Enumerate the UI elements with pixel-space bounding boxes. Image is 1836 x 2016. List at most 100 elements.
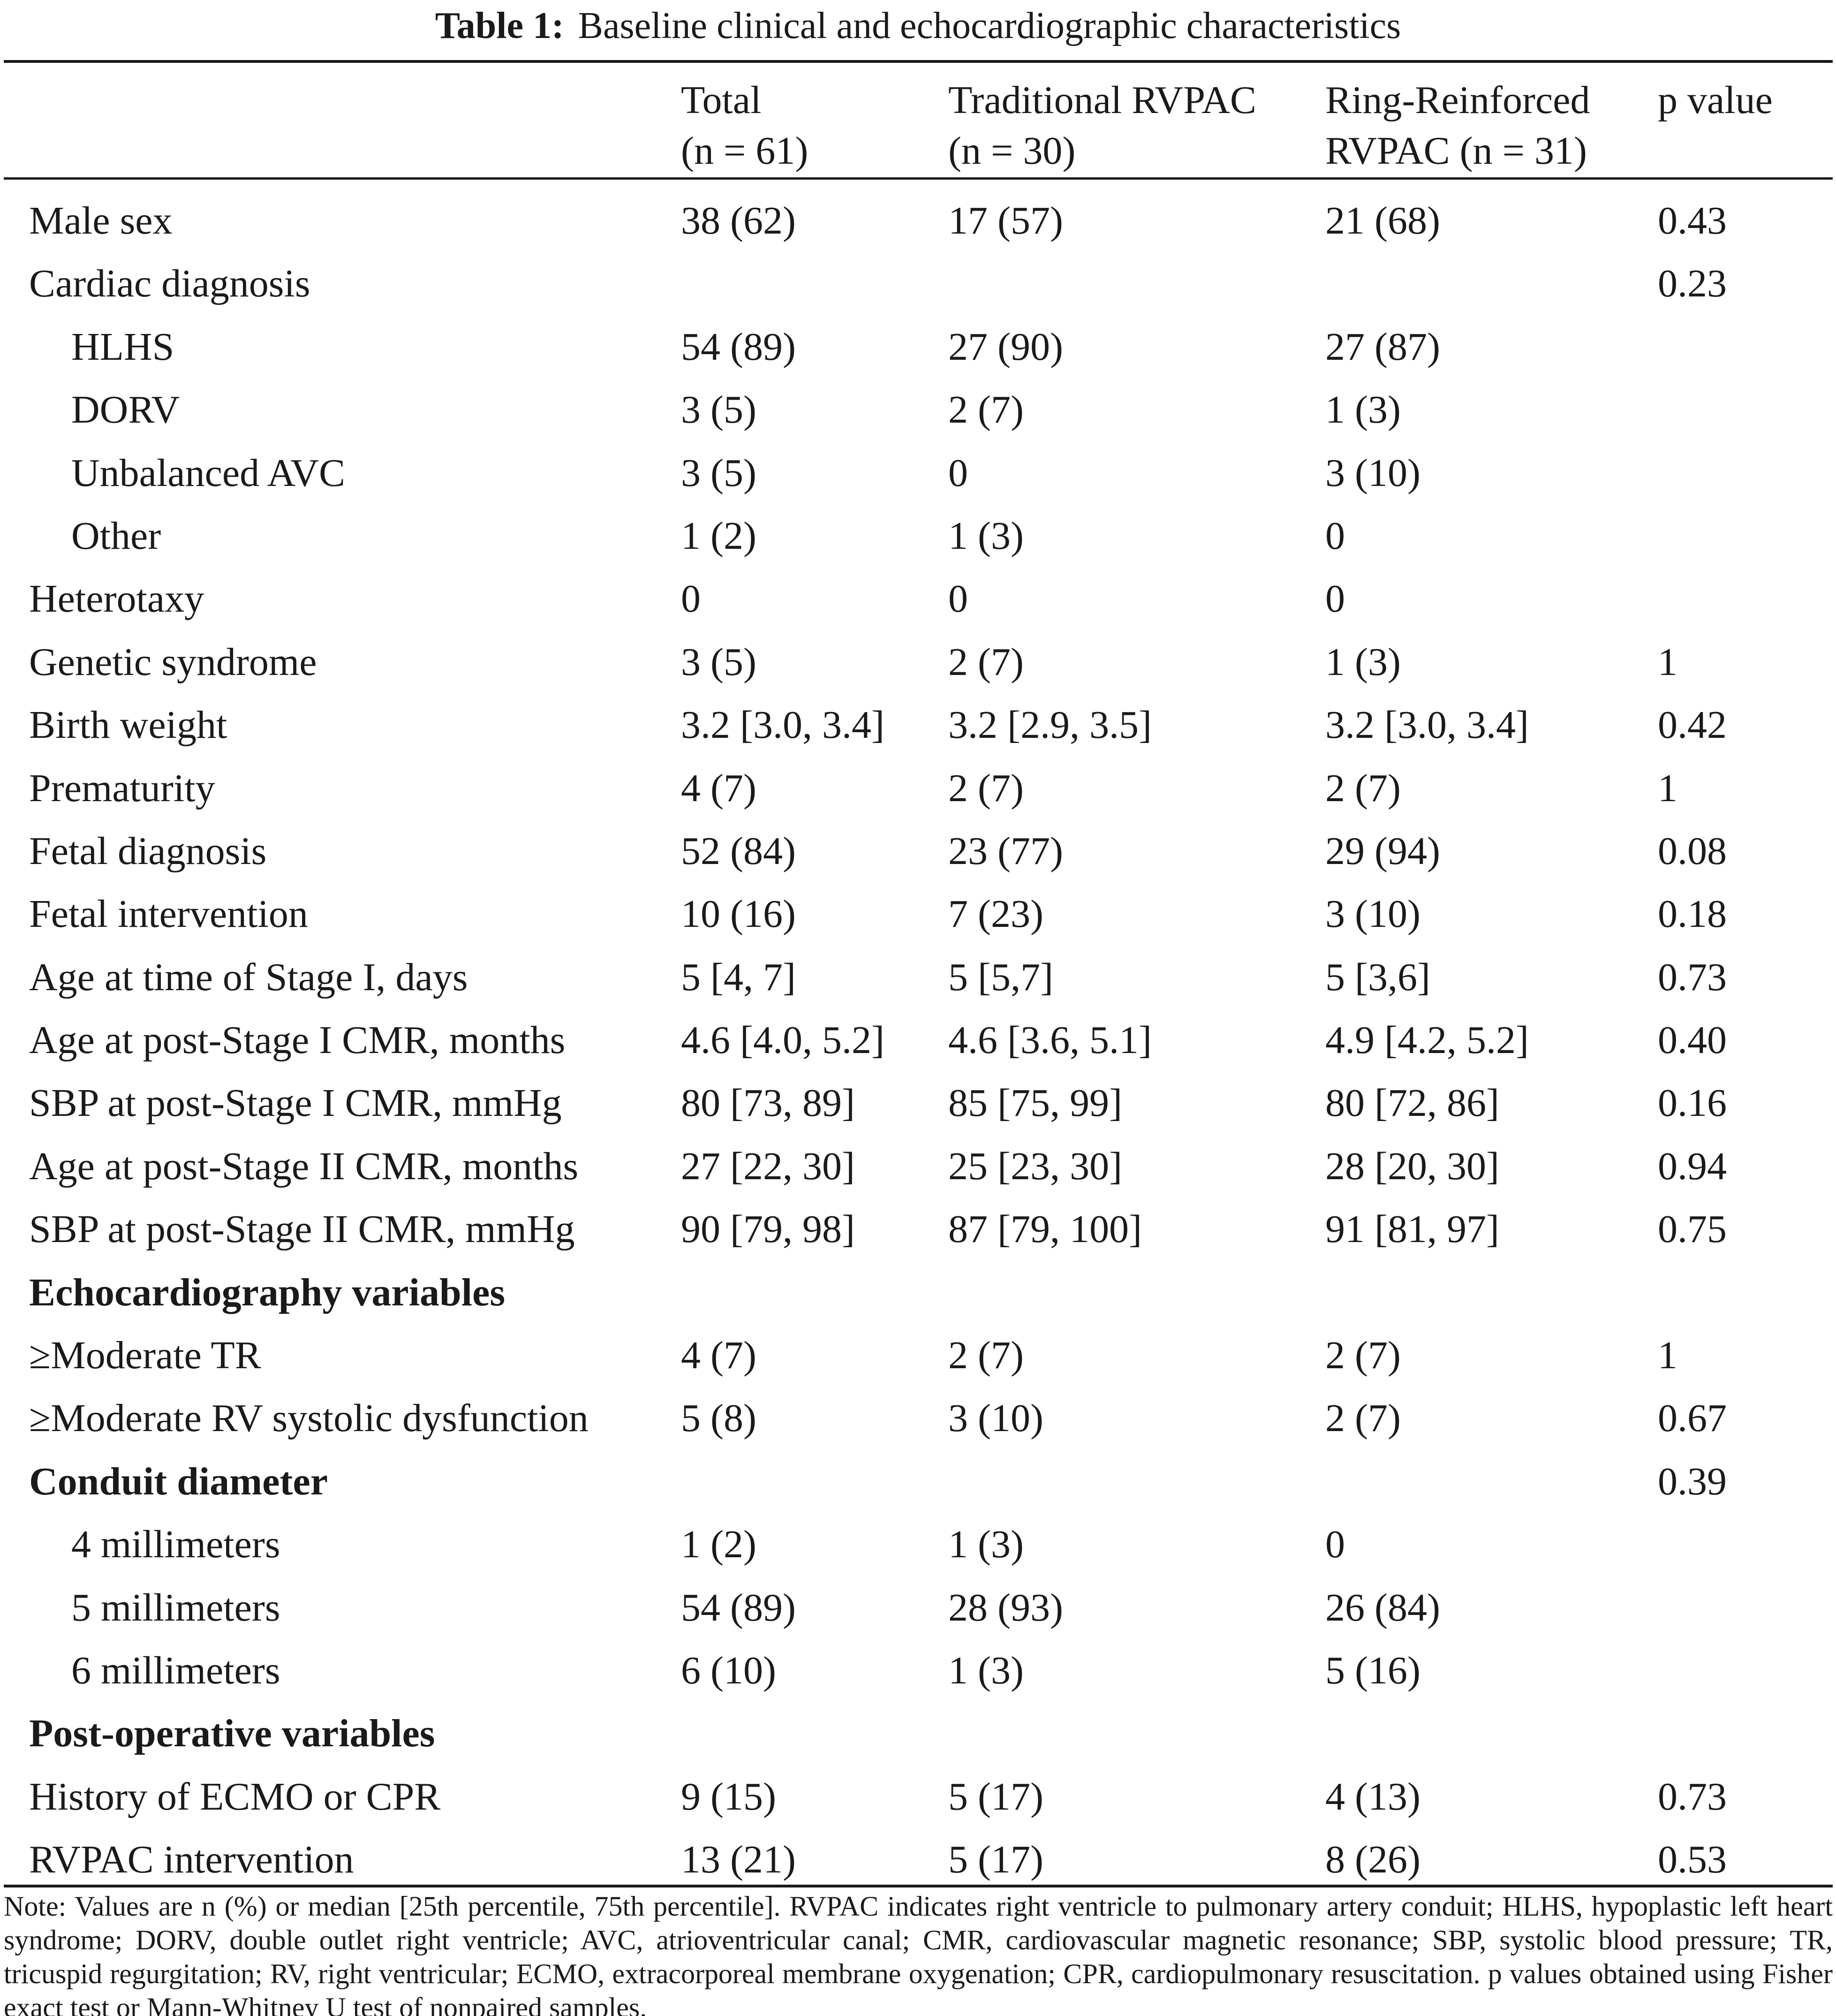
row-label: Birth weight (29, 703, 227, 747)
cell-traditional: 2 (7) (948, 1334, 1024, 1378)
row-label: ≥Moderate TR (29, 1334, 261, 1378)
cell-ring-reinforced: 27 (87) (1325, 325, 1440, 369)
row-label: Age at post-Stage I CMR, months (29, 1018, 566, 1062)
cell-traditional: 1 (3) (948, 1523, 1024, 1567)
cell-p-value: 0.75 (1658, 1207, 1727, 1251)
row-label: Other (71, 514, 161, 558)
row-label: Male sex (29, 199, 173, 243)
header-traditional-line1: Traditional RVPAC (948, 78, 1256, 122)
row-label: History of ECMO or CPR (29, 1774, 441, 1819)
row-label: Post-operative variables (29, 1712, 435, 1756)
table-row: Age at post-Stage I CMR, months 4.6 [4.0,… (0, 1007, 1836, 1070)
cell-traditional: 28 (93) (948, 1585, 1063, 1629)
header-total-line1: Total (681, 78, 762, 122)
cell-ring-reinforced: 5 (16) (1325, 1648, 1420, 1692)
cell-ring-reinforced: 0 (1325, 1523, 1345, 1567)
cell-p-value: 0.94 (1658, 1144, 1727, 1188)
cell-total: 27 [22, 30] (681, 1144, 855, 1188)
table-row: Age at post-Stage II CMR, months 27 [22, … (0, 1133, 1836, 1196)
table-row: Age at time of Stage I, days 5 [4, 7] 5 [5… (0, 944, 1836, 1007)
row-label: 6 millimeters (71, 1648, 280, 1692)
cell-total: 4 (7) (681, 766, 756, 810)
cell-traditional: 5 (17) (948, 1838, 1043, 1882)
cell-traditional: 7 (23) (948, 892, 1043, 936)
row-label: Fetal diagnosis (29, 829, 267, 873)
cell-p-value: 1 (1658, 1334, 1677, 1378)
cell-total: 52 (84) (681, 829, 796, 873)
table-row: ≥Moderate TR 4 (7) 2 (7) 2 (7) 1 (0, 1322, 1836, 1385)
table-row: Fetal diagnosis 52 (84) 23 (77) 29 (94) 0.08 (0, 818, 1836, 881)
cell-p-value: 0.40 (1658, 1018, 1727, 1062)
row-label: Heterotaxy (29, 577, 204, 621)
cell-p-value: 1 (1658, 766, 1677, 810)
cell-ring-reinforced: 80 [72, 86] (1325, 1081, 1499, 1125)
table-row: 4 millimeters 1 (2) 1 (3) 0 (0, 1511, 1836, 1574)
header-ring-reinforced: Ring-Reinforced RVPAC (n = 31) (1325, 75, 1590, 176)
table-row: Fetal intervention 10 (16) 7 (23) 3 (10) 0.1… (0, 881, 1836, 944)
section-row: Conduit diameter 0.39 (0, 1448, 1836, 1511)
cell-traditional: 3 (10) (948, 1396, 1043, 1440)
cell-ring-reinforced: 2 (7) (1325, 1334, 1401, 1378)
cell-ring-reinforced: 28 [20, 30] (1325, 1144, 1499, 1188)
cell-p-value: 0.73 (1658, 955, 1727, 999)
cell-ring-reinforced: 1 (3) (1325, 388, 1401, 432)
table-row: DORV 3 (5) 2 (7) 1 (3) (0, 377, 1836, 440)
cell-traditional: 17 (57) (948, 199, 1063, 243)
cell-total: 5 (8) (681, 1396, 756, 1440)
cell-ring-reinforced: 4.9 [4.2, 5.2] (1325, 1018, 1529, 1062)
cell-traditional: 5 (17) (948, 1774, 1043, 1819)
cell-traditional: 2 (7) (948, 766, 1024, 810)
row-label: Cardiac diagnosis (29, 262, 310, 306)
row-label: SBP at post-Stage I CMR, mmHg (29, 1081, 562, 1125)
cell-p-value: 0.67 (1658, 1396, 1727, 1440)
cell-traditional: 87 [79, 100] (948, 1207, 1142, 1251)
cell-traditional: 27 (90) (948, 325, 1063, 369)
cell-ring-reinforced: 2 (7) (1325, 766, 1401, 810)
header-traditional: Traditional RVPAC (n = 30) (948, 75, 1256, 176)
row-label: Echocardiography variables (29, 1270, 506, 1314)
cell-ring-reinforced: 0 (1325, 577, 1345, 621)
header-ring-line2: RVPAC (n = 31) (1325, 129, 1587, 173)
cell-traditional: 85 [75, 99] (948, 1081, 1122, 1125)
table-caption-label: Table 1: (435, 5, 564, 46)
cell-total: 4.6 [4.0, 5.2] (681, 1018, 884, 1062)
cell-ring-reinforced: 3 (10) (1325, 451, 1420, 495)
cell-ring-reinforced: 5 [3,6] (1325, 955, 1430, 999)
cell-total: 10 (16) (681, 892, 796, 936)
cell-total: 5 [4, 7] (681, 955, 796, 999)
header-p-line1: p value (1658, 78, 1773, 122)
table-row: SBP at post-Stage I CMR, mmHg 80 [73, 89]… (0, 1070, 1836, 1133)
row-label: HLHS (71, 325, 174, 369)
table-row: 6 millimeters 6 (10) 1 (3) 5 (16) (0, 1637, 1836, 1700)
cell-total: 1 (2) (681, 514, 756, 558)
table-top-rule (4, 60, 1833, 63)
table-row: RVPAC intervention 13 (21) 5 (17) 8 (26) 0.5… (0, 1827, 1836, 1889)
cell-p-value: 0.42 (1658, 703, 1727, 747)
cell-p-value: 1 (1658, 640, 1677, 684)
row-label: Age at time of Stage I, days (29, 955, 468, 999)
table-body: Male sex 38 (62) 17 (57) 21 (68) 0.43 Cardiac… (0, 188, 1836, 1890)
row-label: Conduit diameter (29, 1459, 328, 1503)
cell-ring-reinforced: 0 (1325, 514, 1345, 558)
cell-total: 3 (5) (681, 388, 756, 432)
row-label: Unbalanced AVC (71, 451, 346, 495)
cell-total: 13 (21) (681, 1838, 796, 1882)
row-label: Prematurity (29, 766, 215, 810)
cell-ring-reinforced: 4 (13) (1325, 1774, 1420, 1819)
cell-traditional: 5 [5,7] (948, 955, 1053, 999)
cell-ring-reinforced: 8 (26) (1325, 1838, 1420, 1882)
cell-total: 80 [73, 89] (681, 1081, 855, 1125)
table-row: Heterotaxy 0 0 0 (0, 566, 1836, 629)
cell-p-value: 0.08 (1658, 829, 1727, 873)
cell-ring-reinforced: 2 (7) (1325, 1396, 1401, 1440)
cell-traditional: 23 (77) (948, 829, 1063, 873)
header-p-value: p value (1658, 75, 1773, 126)
cell-ring-reinforced: 26 (84) (1325, 1585, 1440, 1629)
cell-p-value: 0.43 (1658, 199, 1727, 243)
cell-ring-reinforced: 91 [81, 97] (1325, 1207, 1499, 1251)
cell-total: 9 (15) (681, 1774, 776, 1819)
cell-traditional: 2 (7) (948, 640, 1024, 684)
row-label: Genetic syndrome (29, 640, 317, 684)
cell-traditional: 2 (7) (948, 388, 1024, 432)
cell-total: 3 (5) (681, 640, 756, 684)
